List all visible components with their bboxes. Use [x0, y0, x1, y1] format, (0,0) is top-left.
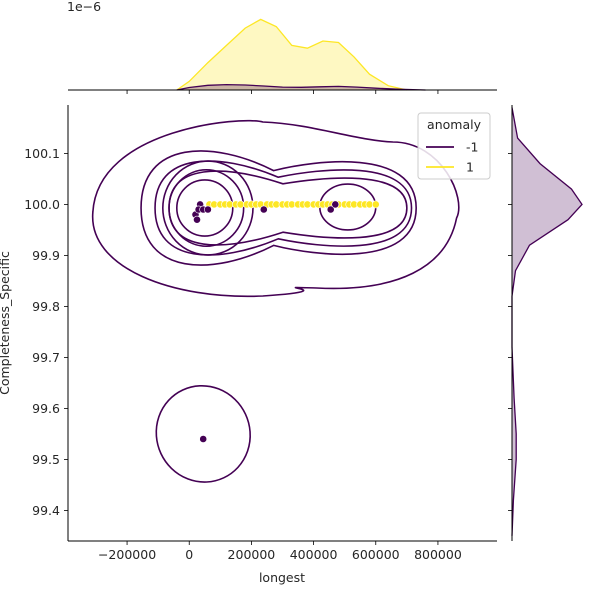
y-tick-label: 100.0: [24, 197, 60, 212]
x-tick-label: 800000: [414, 547, 462, 562]
y-tick-label: 100.1: [24, 146, 60, 161]
marginal-y-line--1: [511, 107, 583, 536]
x-axis-label: longest: [259, 570, 305, 585]
marginal-y-fill--1: [512, 107, 582, 536]
x-tick-label: 400000: [290, 547, 338, 562]
kde-contours: [92, 119, 460, 483]
kde-contour-level: [176, 179, 234, 237]
scatter-point--1: [193, 215, 201, 224]
axes: −200000 0 200000 400000 600000 800000 99.4 99.5…: [24, 105, 497, 562]
y-tick-label: 99.4: [32, 503, 60, 518]
legend-box: [417, 112, 491, 180]
legend: anomaly -1 1: [417, 112, 491, 180]
x-tick-label: 200000: [228, 547, 276, 562]
top-marginal-kde: [68, 18, 497, 94]
y-tick-label: 99.5: [32, 452, 60, 467]
right-marginal-kde: [508, 105, 583, 541]
y-axis-label: Completeness_Specific: [0, 251, 12, 395]
legend-label--1: -1: [466, 140, 478, 155]
y-tick-label: 99.7: [32, 350, 60, 365]
legend-title: anomaly: [427, 117, 482, 132]
scatter-point--1: [199, 435, 208, 443]
x-tick-label: 0: [185, 547, 193, 562]
scatter-point--1: [203, 205, 212, 214]
marginal-x-line-1: [176, 18, 407, 91]
marginal-offset-label: 1e−6: [67, 0, 101, 14]
scatter-point--1: [326, 205, 335, 214]
marginal-x-fill-1: [176, 19, 407, 90]
legend-label-1: 1: [466, 160, 474, 175]
marginal-x-line--1: [176, 83, 426, 91]
scatter-points: [191, 200, 380, 443]
y-tick-label: 99.8: [32, 299, 60, 314]
x-tick-label: −200000: [98, 547, 156, 562]
kde-contour-level: [168, 170, 408, 246]
kde-contour-level: [92, 119, 460, 298]
y-tick-label: 99.6: [32, 401, 60, 416]
y-tick-label: 99.9: [32, 248, 60, 263]
kde-contour-level: [140, 150, 417, 266]
scatter-point--1: [259, 205, 268, 214]
scatter-point--1: [331, 200, 340, 209]
x-tick-label: 600000: [352, 547, 400, 562]
kde-contour-level: [154, 160, 413, 256]
kde-contour-level: [155, 384, 251, 483]
scatter-point-1: [371, 200, 380, 209]
